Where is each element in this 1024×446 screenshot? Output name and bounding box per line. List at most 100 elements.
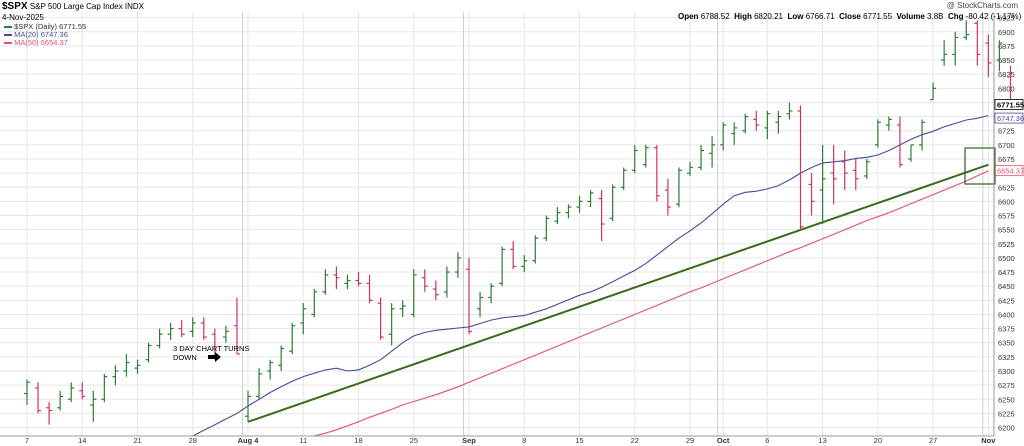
x-tick-label: Nov [981, 436, 996, 445]
y-tick-label: 6400 [998, 310, 1015, 319]
x-tick-label: 13 [818, 436, 826, 445]
ohlc-bar [178, 320, 185, 338]
ohlc-bar [499, 246, 506, 287]
ohlc-bar [698, 144, 705, 171]
value-tag-box [994, 99, 1024, 110]
y-tick-label: 6925 [998, 14, 1015, 23]
support-trendline [247, 163, 989, 423]
ohlc-bar [344, 274, 351, 290]
x-tick-label: 29 [686, 436, 694, 445]
ohlc-bar [68, 382, 75, 403]
y-tick-label: 6850 [998, 56, 1015, 65]
y-tick-label: 6450 [998, 282, 1015, 291]
ohlc-bar [167, 322, 174, 340]
low-value: 6766.71 [805, 12, 835, 21]
ma50-line [314, 170, 989, 437]
ohlc-bar [874, 119, 881, 148]
open-value: 6788.52 [700, 12, 730, 21]
ohlc-bar [289, 322, 296, 355]
y-tick-label: 6625 [998, 183, 1015, 192]
x-tick-label: Sep [462, 436, 476, 445]
ohlc-bar [245, 390, 251, 422]
ohlc-bar [145, 342, 152, 363]
x-tick-label: Aug 4 [238, 436, 260, 445]
value-tags: 6771.55 6747.36 6654.37 [994, 99, 1024, 177]
ohlc-bar [488, 283, 495, 304]
x-tick-label: 15 [575, 436, 583, 445]
x-tick-label: 7 [25, 436, 29, 445]
ohlc-bar [786, 102, 793, 120]
ma20-swatch [4, 34, 12, 37]
ohlc-bar [731, 122, 738, 145]
ohlc-bar [576, 195, 583, 213]
change-value: -80.42 (-1.17%) [965, 12, 1022, 21]
ohlc-bar [996, 40, 1003, 72]
chart-title: $SPX S&P 500 Large Cap Index INDX [2, 1, 144, 12]
price-swatch [4, 26, 12, 29]
value-tag: 6771.55 [994, 99, 1024, 110]
ohlc-bar [377, 297, 384, 340]
credit: @ StockCharts.com [946, 1, 1018, 10]
ma20-series [192, 114, 989, 437]
ohlc-bar [311, 289, 318, 318]
ohlc-bar [90, 390, 97, 422]
ohlc-bar [753, 110, 760, 131]
value-tag: 6747.36 [994, 112, 1024, 124]
value-tag-label: 6747.36 [997, 114, 1024, 123]
ohlc-bar [322, 269, 329, 295]
y-tick-label: 6475 [998, 268, 1015, 277]
x-tick-label: 20 [874, 436, 882, 445]
ohlc-bar [565, 204, 572, 219]
ohlc-bar [233, 297, 240, 355]
ohlc-bar [454, 252, 461, 278]
ohlc-bar [554, 207, 561, 224]
ohlc-bar [156, 328, 163, 349]
ohlc-bar [532, 235, 539, 264]
y-tick-label: 6425 [998, 296, 1015, 305]
y-tick-label: 6575 [998, 212, 1015, 221]
trendline [247, 163, 989, 423]
y-tick-label: 6350 [998, 339, 1015, 348]
ohlc-bar [355, 272, 362, 287]
y-tick-label: 6600 [998, 197, 1015, 206]
ma50-series [314, 170, 989, 437]
ohlc-bar [609, 184, 616, 222]
y-tick-label: 6875 [998, 42, 1015, 51]
index-name: S&P 500 Large Cap Index [29, 2, 123, 11]
ohlc-bar [410, 269, 417, 318]
ohlc-bar [664, 178, 671, 216]
ohlc-bar [620, 167, 627, 191]
y-tick-label: 6900 [998, 28, 1015, 37]
legend-ma50: MA(50) 6654.37 [4, 38, 68, 47]
symbol: $SPX [2, 1, 28, 12]
ohlc-bar [742, 113, 749, 134]
annotation-text: 3 DAY CHART TURNS DOWN [173, 344, 250, 362]
ohlc-bar [421, 269, 428, 292]
ohlc-bar [598, 190, 605, 241]
x-tick-label: 21 [133, 436, 141, 445]
x-tick-label: 8 [522, 436, 526, 445]
ohlc-bar [300, 303, 307, 335]
chart-date: 4-Nov-2025 [2, 13, 44, 22]
ohlc-bar [57, 390, 64, 411]
x-axis: 7 14 21 28 Aug 4 11 18 25 Sep 8 15 22 29 Oct 6 13 20 27 No… [25, 436, 996, 445]
ohlc-bar [543, 215, 550, 241]
ohlc-bar [841, 150, 848, 191]
ohlc-bar [819, 144, 826, 224]
ohlc-bar [941, 40, 948, 66]
ohlc-bar [631, 144, 638, 174]
ohlc-bar [134, 359, 141, 374]
ohlc-bar [797, 105, 804, 230]
ohlc-bar [687, 161, 693, 176]
x-tick-label: 11 [299, 436, 307, 445]
ohlc-bar [587, 190, 594, 208]
ohlc-bar [388, 303, 395, 346]
ohlc-bar [123, 354, 130, 377]
ohlc-bar [35, 382, 42, 414]
ohlc-bar [885, 116, 892, 131]
value-tag: 6654.37 [994, 165, 1024, 177]
ma20-line [192, 114, 989, 437]
ohlc-bar [808, 173, 815, 216]
ohlc-bar [200, 317, 207, 340]
